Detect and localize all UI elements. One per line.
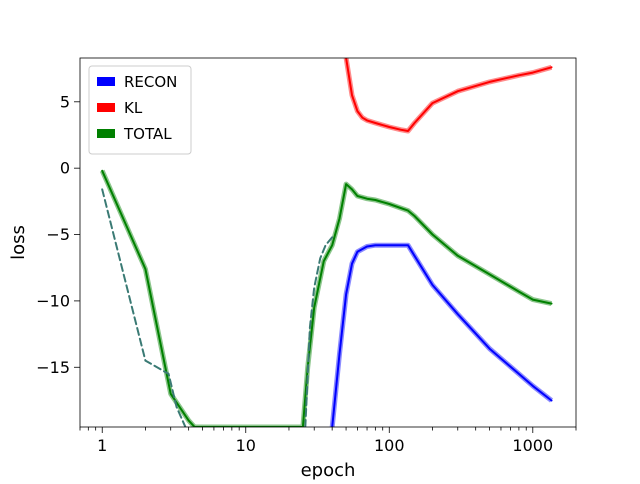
series-band-recon [329,242,554,427]
x-axis: 1 10 100 1000 [79,427,577,455]
x-axis-label: epoch [301,460,356,480]
legend: RECON KL TOTAL [88,65,192,155]
plot-frame [79,57,577,428]
legend-label-kl: KL [124,99,143,117]
legend-label-recon: RECON [124,73,177,91]
x-tick-label: 1 [97,436,107,455]
series-line-total [101,169,553,427]
y-tick-label: 0 [60,159,70,178]
series-line-unnamed-3 [101,188,187,427]
y-tick-label: −5 [46,225,70,244]
legend-label-total: TOTAL [123,125,172,143]
y-axis-label: loss [8,225,29,260]
series-line-unnamed-4 [304,236,334,427]
series-layer [99,58,554,427]
y-tick-label: −15 [36,358,70,377]
x-tick-label: 1000 [512,436,553,455]
x-tick-label: 100 [374,436,405,455]
x-tick-label: 10 [236,436,256,455]
y-tick-label: 5 [60,92,70,111]
legend-swatch-total [97,129,115,138]
legend-swatch-recon [97,77,115,86]
series-line-recon [331,244,553,427]
y-tick-label: −10 [36,291,70,310]
y-axis: 5 0 −5 −10 −15 [36,92,80,377]
legend-swatch-kl [97,103,115,112]
series-line-kl [345,58,553,132]
